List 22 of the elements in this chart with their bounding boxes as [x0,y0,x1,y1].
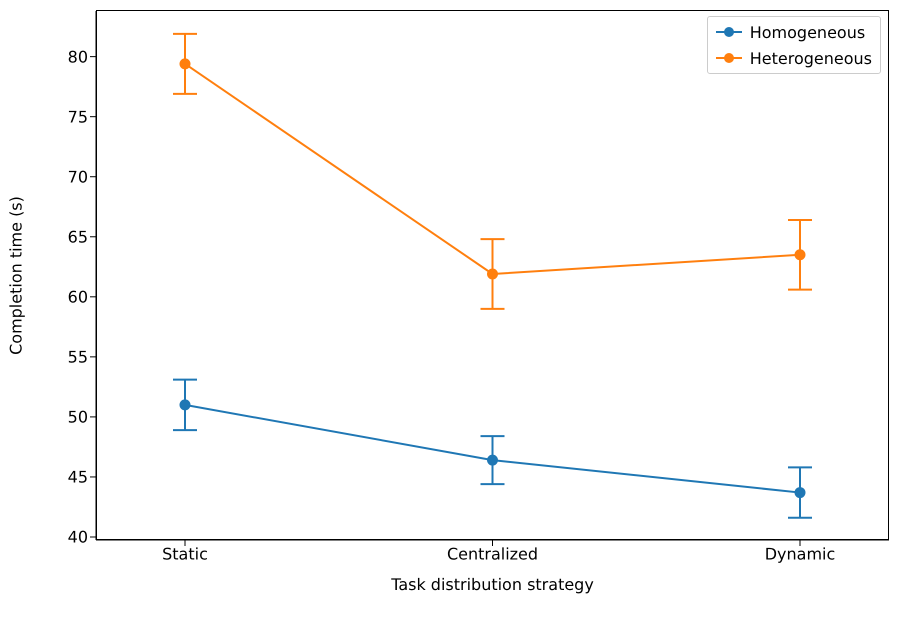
y-axis-title: Completion time (s) [6,196,26,355]
y-tick-label: 70 [68,167,88,186]
y-tick-label: 80 [68,47,88,66]
x-axis-title: Task distribution strategy [390,575,594,594]
point [794,249,806,260]
y-tick-label: 60 [68,287,88,306]
y-tick-label: 40 [68,528,88,547]
y-tick-label: 45 [68,468,88,487]
point [487,268,498,280]
x-tick-label: Static [162,544,208,564]
legend-label: Homogeneous [750,22,866,42]
y-tick-label: 50 [68,408,88,427]
point [487,454,498,466]
y-tick-label: 65 [68,227,88,246]
y-tick-label: 75 [68,107,88,126]
legend-label: Heterogeneous [750,48,872,68]
x-tick-label: Dynamic [764,544,836,564]
x-tick-label: Centralized [446,544,538,564]
y-tick-label: 55 [68,348,88,367]
point [180,399,190,410]
point [180,58,190,70]
point [794,487,806,498]
